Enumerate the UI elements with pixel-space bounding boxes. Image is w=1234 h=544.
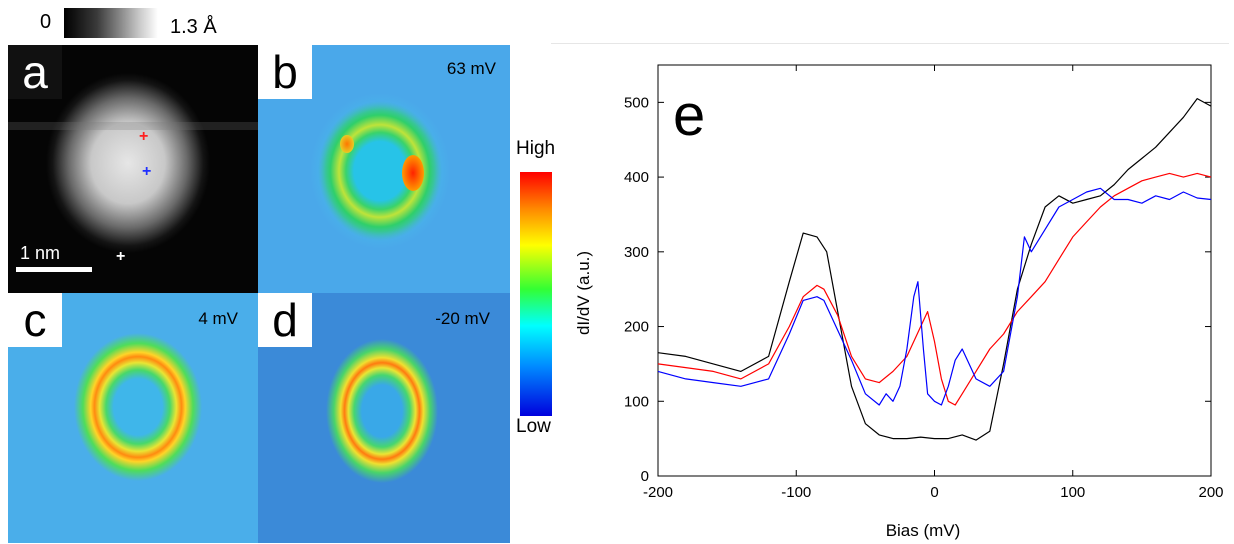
white-cross-marker: + (116, 248, 126, 265)
panel-b-hotspot (340, 135, 354, 153)
red-cross-marker: + (139, 128, 149, 145)
panel-b-map: b 63 mV (258, 45, 510, 293)
panel-d-energy-label: -20 mV (435, 309, 490, 328)
y-tick-label: 400 (624, 169, 649, 186)
y-tick-label: 200 (624, 319, 649, 336)
panel-c-energy-label: 4 mV (198, 309, 238, 328)
plot-frame (657, 64, 1212, 477)
series-line-2 (657, 187, 1212, 406)
y-tick-label: 0 (641, 468, 649, 485)
height-scale-max-label: 1.3 Å (170, 16, 217, 38)
panel-a-scalebar (16, 267, 92, 272)
panel-d-map: d -20 mV (258, 293, 510, 543)
y-axis-label: dI/dV (a.u.) (574, 251, 593, 335)
x-tick-label: -200 (643, 484, 673, 501)
panel-e-letter: e (673, 83, 705, 148)
x-axis-label: Bias (mV) (886, 521, 961, 540)
chart-axes: -200 -100 0 100 200 0 100 200 300 400 500 (624, 64, 1224, 501)
y-tick-label: 100 (624, 393, 649, 410)
colorbar-high-label: High (516, 138, 556, 159)
blue-cross-marker: + (142, 163, 152, 180)
panel-b-energy-label: 63 mV (446, 59, 496, 78)
x-tick-label: 100 (1060, 484, 1085, 501)
panel-d-letter: d (258, 293, 312, 347)
x-tick-label: 0 (930, 484, 938, 501)
scan-line-artifact (8, 122, 258, 130)
panel-c-map: c 4 mV (8, 293, 258, 543)
spectra-chart: -200 -100 0 100 200 0 100 200 300 400 500 e Bias (… (574, 64, 1224, 540)
panel-c-letter: c (8, 293, 62, 347)
colorbar (520, 172, 552, 416)
panel-b-letter: b (258, 45, 312, 99)
colorbar-low-label: Low (516, 416, 551, 437)
chart-series (657, 97, 1212, 441)
height-scale-bar (64, 8, 158, 38)
chart-frame (551, 43, 1229, 544)
panel-b-hotspot (402, 155, 424, 191)
panel-a-scalebar-label: 1 nm (20, 243, 61, 263)
y-tick-label: 300 (624, 244, 649, 261)
panel-a-letter: a (8, 45, 62, 99)
panel-a-topography: a + + + 1 nm (8, 45, 258, 293)
x-tick-label: 200 (1198, 484, 1223, 501)
x-tick-label: -100 (781, 484, 811, 501)
series-line-1 (657, 172, 1212, 406)
height-scale-min-label: 0 (40, 11, 52, 33)
y-tick-label: 500 (624, 94, 649, 111)
series-line-0 (657, 97, 1212, 441)
